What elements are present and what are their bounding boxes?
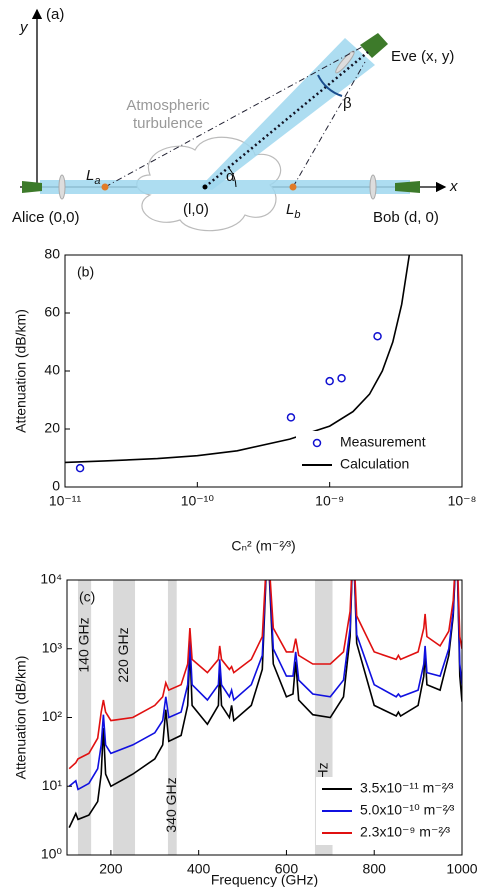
band [113, 580, 136, 855]
diagram: (a) y x Eve (x, y) Atmospheric turbulenc… [12, 6, 458, 232]
frame [64, 254, 463, 488]
eve-lens [335, 50, 355, 74]
plot-area [68, 580, 462, 855]
beta-label: β [343, 95, 352, 112]
la-label: La [86, 167, 100, 187]
y-tick-label: 60 [44, 304, 60, 320]
point [325, 376, 334, 386]
turbulence-label: Atmospheric [126, 97, 210, 114]
main-beam [40, 180, 410, 194]
band-label: 340 GHz [163, 777, 179, 832]
eve-antenna [360, 33, 388, 58]
series-line [68, 580, 462, 791]
x-tick-label: 800 [363, 861, 387, 877]
panel-label: (b) [77, 264, 94, 280]
eve-beam [200, 38, 375, 190]
panel-label: (c) [79, 589, 95, 605]
legend-label: Measurement [340, 434, 426, 450]
y-tick-label: 0 [52, 478, 60, 494]
panel-label: (a) [46, 6, 64, 23]
legend-label: 2.3x10⁻⁹ m⁻²⁄³ [360, 824, 450, 840]
y-axis-label: Attenuation (dB/km) [13, 656, 29, 780]
y-tick-label: 10¹ [42, 777, 63, 793]
band [167, 580, 177, 855]
la-ray [104, 46, 363, 188]
y-tick-label: 80 [44, 246, 60, 262]
y-axis-label: Attenuation (dB/km) [13, 309, 29, 433]
band [77, 580, 92, 855]
point [286, 413, 296, 422]
y-tick-label: 40 [44, 362, 60, 378]
series-line [68, 580, 462, 828]
y-tick-label: 10⁰ [41, 846, 63, 862]
x-tick-label: 1000 [446, 861, 477, 877]
x-tick-label: 600 [275, 861, 299, 877]
midpoint [202, 184, 208, 190]
x-tick-label: 10⁻⁸ [448, 493, 477, 509]
alpha-label: α [226, 168, 235, 185]
chart: 10⁻¹¹ 10⁻¹⁰ 10⁻⁹ 10⁻⁸ 0 20 40 60 80 (b) Cₙ² (m⁻²⁄³… [13, 246, 477, 554]
y-tick-label: 10³ [42, 639, 63, 655]
lb-point [289, 183, 297, 191]
x-tick-label: 400 [187, 861, 211, 877]
la-sub: a [94, 175, 100, 187]
y-tick-label: 20 [44, 420, 60, 436]
lb-sub: b [294, 209, 300, 221]
legend-symbol [312, 438, 322, 448]
eve-label: Eve (x, y) [391, 48, 454, 65]
legend-label: 3.5x10⁻¹¹ m⁻²⁄³ [360, 780, 454, 796]
alice-lens [58, 174, 66, 200]
lb-ray [292, 61, 366, 188]
alpha-arc [228, 167, 237, 188]
la-main: L [86, 167, 94, 184]
legend-box [296, 431, 456, 477]
beta-arc [317, 74, 343, 97]
x-tick-label: 10⁻⁹ [315, 493, 344, 509]
x-axis-label: x [449, 178, 458, 195]
series-line [68, 580, 462, 770]
x-tick-label: 10⁻¹¹ [49, 493, 82, 509]
point [373, 331, 382, 341]
point [337, 374, 346, 383]
bob-lens [369, 174, 377, 200]
alice-label: Alice (0,0) [12, 209, 80, 226]
lb-label: Lb [286, 201, 300, 221]
x-axis-label: Cₙ² (m⁻²⁄³) [231, 538, 295, 554]
x-axis-label: Frequency (GHz) [211, 872, 318, 887]
la-point [101, 183, 109, 191]
lb-main: L [286, 201, 294, 218]
legend-label: Calculation [340, 456, 409, 472]
y-axis-label: y [19, 19, 29, 36]
eve-path [204, 51, 369, 188]
series-line [65, 255, 411, 464]
bob-label: Bob (d, 0) [373, 209, 439, 226]
band-label: 140 GHz [75, 617, 91, 672]
x-tick-label: 200 [99, 861, 123, 877]
bob-antenna [395, 181, 420, 193]
turbulence-label: turbulence [133, 115, 203, 132]
band-label: 220 GHz [115, 627, 131, 682]
alice-antenna [22, 181, 42, 193]
x-tick-label: 10⁻¹⁰ [181, 493, 215, 509]
point [75, 463, 85, 473]
legend-label: 5.0x10⁻¹⁰ m⁻²⁄³ [360, 802, 455, 818]
y-tick-label: 10² [42, 708, 63, 724]
midpoint-label: (l,0) [183, 201, 209, 218]
frame [66, 579, 463, 856]
y-tick-label: 10⁴ [40, 571, 62, 587]
